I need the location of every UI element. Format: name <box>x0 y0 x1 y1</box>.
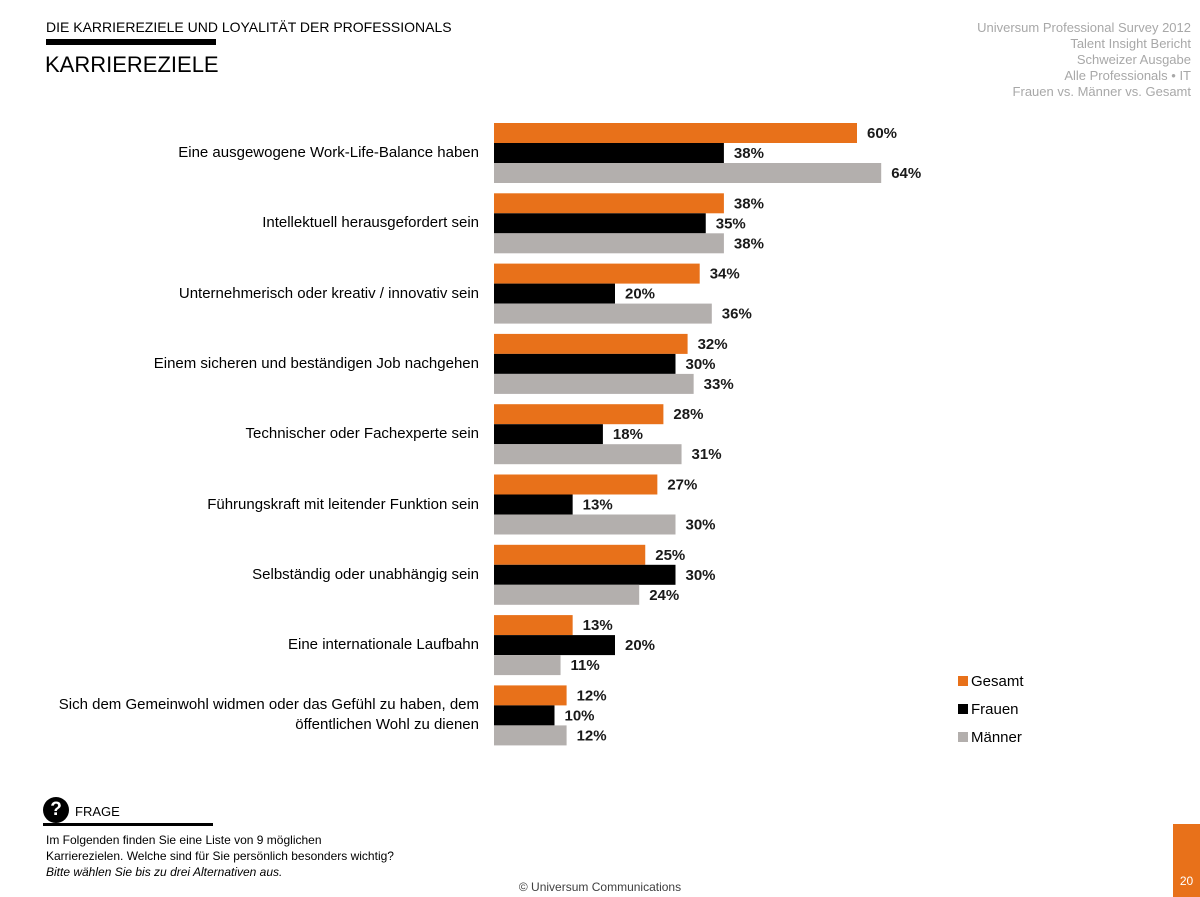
category-label: Selbständig oder unabhängig sein <box>252 565 479 583</box>
data-label: 20% <box>625 637 655 654</box>
bar-frauen <box>494 143 724 163</box>
bar-männer <box>494 233 724 254</box>
data-label: 34% <box>710 266 740 283</box>
bar-frauen <box>494 635 615 656</box>
legend: Gesamt Frauen Männer <box>958 667 1024 751</box>
bar-frauen <box>494 424 603 445</box>
bar-männer <box>494 725 567 746</box>
data-label: 25% <box>655 547 685 564</box>
data-label: 18% <box>613 426 643 443</box>
legend-swatch <box>958 704 968 714</box>
data-label: 12% <box>577 687 607 704</box>
bar-gesamt <box>494 615 573 636</box>
data-label: 35% <box>716 215 746 232</box>
bar-männer <box>494 373 694 394</box>
bar-frauen <box>494 494 573 515</box>
question-text-line: Karrierezielen. Welche sind für Sie pers… <box>46 849 394 863</box>
data-label: 38% <box>734 235 764 252</box>
category-label: Führungskraft mit leitender Funktion sei… <box>207 495 479 513</box>
legend-swatch <box>958 676 968 686</box>
data-label: 30% <box>686 567 716 584</box>
meta-line: Alle Professionals • IT <box>1064 68 1191 83</box>
meta-line: Schweizer Ausgabe <box>1076 52 1191 67</box>
category-label: Intellektuell herausgefordert sein <box>262 214 479 232</box>
meta-line: Universum Professional Survey 2012 <box>977 20 1191 35</box>
question-rule <box>43 823 213 826</box>
survey-meta: Universum Professional Survey 2012 Talen… <box>977 20 1191 100</box>
legend-label: Frauen <box>971 700 1019 718</box>
bar-frauen <box>494 283 615 304</box>
data-label: 30% <box>686 517 716 534</box>
legend-swatch <box>958 732 968 742</box>
data-label: 13% <box>583 617 613 634</box>
bar-gesamt <box>494 333 688 354</box>
bar-frauen <box>494 564 676 585</box>
bar-männer <box>494 163 882 183</box>
data-label: 36% <box>722 306 752 323</box>
data-label: 38% <box>734 195 764 212</box>
question-label: FRAGE <box>75 804 120 819</box>
bar-männer <box>494 514 676 535</box>
category-label: Einem sicheren und beständigen Job nachg… <box>153 354 479 372</box>
copyright: © Universum Communications <box>518 880 682 894</box>
data-label: 64% <box>891 165 921 182</box>
bar-gesamt <box>494 123 857 143</box>
question-icon: ? <box>43 797 69 823</box>
supertitle: DIE KARRIEREZIELE UND LOYALITÄT DER PROF… <box>46 19 452 35</box>
bar-männer <box>494 303 712 324</box>
question-note: Bitte wählen Sie bis zu drei Alternative… <box>46 865 283 879</box>
data-label: 12% <box>577 727 607 744</box>
category-label: Technischer oder Fachexperte sein <box>245 425 479 443</box>
bar-männer <box>494 584 640 605</box>
bar-gesamt <box>494 193 724 214</box>
page-title: KARRIEREZIELE <box>45 52 219 77</box>
bar-männer <box>494 444 682 465</box>
legend-item-männer: Männer <box>958 723 1024 751</box>
bar-gesamt <box>494 404 664 425</box>
legend-item-frauen: Frauen <box>958 695 1024 723</box>
data-label: 20% <box>625 286 655 303</box>
data-label: 31% <box>692 446 722 463</box>
category-label: Sich dem Gemeinwohl widmen oder das Gefü… <box>58 696 479 734</box>
data-label: 60% <box>867 125 897 142</box>
question-text-line: Im Folgenden finden Sie eine Liste von 9… <box>46 833 322 847</box>
bar-gesamt <box>494 263 700 284</box>
data-label: 24% <box>649 587 679 604</box>
legend-label: Gesamt <box>971 672 1024 690</box>
data-label: 32% <box>698 336 728 353</box>
data-label: 30% <box>686 356 716 373</box>
data-label: 10% <box>565 707 595 724</box>
bar-frauen <box>494 705 555 726</box>
page-number: 20 <box>1173 824 1200 897</box>
legend-label: Männer <box>971 728 1022 746</box>
data-label: 33% <box>704 376 734 393</box>
data-label: 28% <box>673 406 703 423</box>
category-label: Eine ausgewogene Work-Life-Balance haben <box>178 144 479 161</box>
bar-frauen <box>494 353 676 374</box>
data-label: 27% <box>667 477 697 494</box>
data-label: 11% <box>571 657 600 674</box>
meta-line: Talent Insight Bericht <box>1070 36 1191 51</box>
data-label: 13% <box>583 497 613 514</box>
question-text: Im Folgenden finden Sie eine Liste von 9… <box>46 832 394 880</box>
legend-item-gesamt: Gesamt <box>958 667 1024 695</box>
category-label: Unternehmerisch oder kreativ / innovativ… <box>178 284 479 302</box>
bar-gesamt <box>494 474 658 495</box>
meta-line: Frauen vs. Männer vs. Gesamt <box>1012 84 1191 99</box>
bar-gesamt <box>494 685 567 706</box>
bar-frauen <box>494 213 706 234</box>
title-rule <box>46 39 216 45</box>
category-label: Eine internationale Laufbahn <box>288 636 479 654</box>
bar-männer <box>494 655 561 676</box>
bar-gesamt <box>494 544 646 565</box>
data-label: 38% <box>734 145 764 162</box>
